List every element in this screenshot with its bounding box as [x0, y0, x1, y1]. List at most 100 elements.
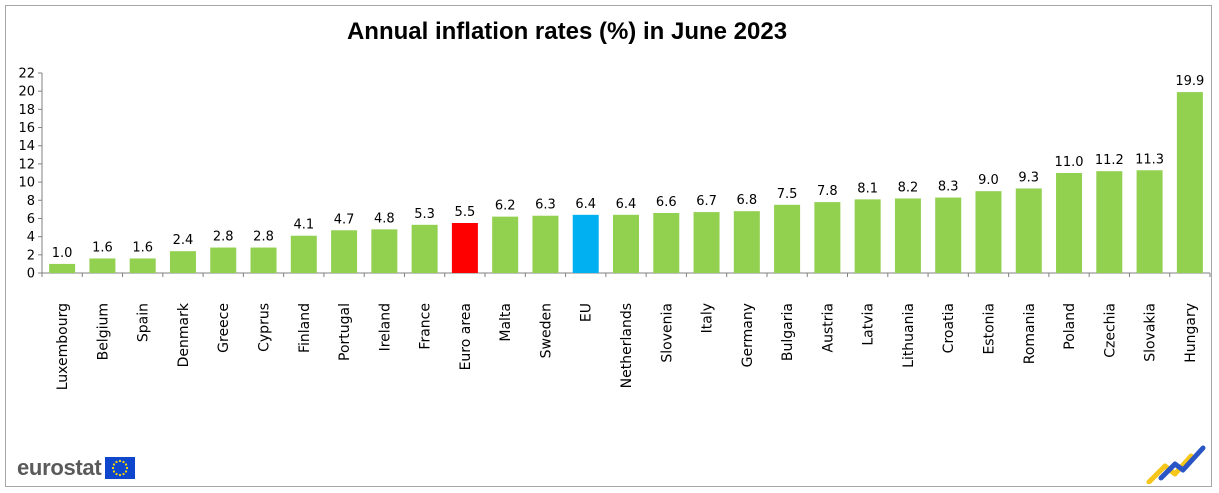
data-label: 11.3 — [1135, 152, 1164, 167]
flag-star — [122, 472, 126, 476]
eurostat-logo: eurostat — [17, 455, 136, 481]
flag-star — [113, 463, 116, 466]
x-tick-label: Lithuania — [901, 303, 917, 368]
x-tick-label: Bulgaria — [780, 303, 796, 361]
bar-hungary — [1176, 92, 1203, 273]
data-label: 9.3 — [1018, 170, 1039, 185]
x-tick-label: Poland — [1062, 303, 1078, 350]
data-label: 4.1 — [293, 218, 314, 233]
y-tick-label: 12 — [18, 157, 35, 172]
bar-luxembourg — [49, 263, 76, 273]
data-label: 8.3 — [938, 180, 959, 195]
x-tick-label: Luxembourg — [55, 303, 71, 390]
bar-romania — [1015, 188, 1042, 273]
bar-slovenia — [653, 213, 680, 273]
x-tick-label: Spain — [136, 303, 152, 342]
flag-star — [115, 472, 119, 476]
flag-star — [119, 473, 122, 477]
y-tick-label: 16 — [18, 121, 35, 136]
x-tick-label: EU — [579, 303, 595, 322]
x-tick-label: France — [418, 303, 434, 350]
bar-austria — [814, 202, 841, 273]
x-tick-label: Denmark — [176, 302, 192, 367]
data-label: 6.3 — [535, 198, 556, 213]
x-tick-label: Austria — [820, 303, 836, 352]
data-label: 1.0 — [52, 246, 73, 261]
eurostat-corner-mark-icon — [1146, 445, 1206, 484]
x-tick-label: Germany — [740, 303, 756, 367]
y-tick-label: 8 — [27, 194, 35, 209]
data-label: 4.8 — [374, 211, 395, 226]
bar-italy — [693, 212, 720, 273]
data-label: 1.6 — [132, 240, 153, 255]
x-tick-label: Slovenia — [659, 303, 675, 363]
flag-star — [113, 470, 116, 473]
data-label: 6.4 — [575, 197, 596, 212]
chart-data-labels: 1.0 1.6 1.6 2.4 2.8 2.8 4.1 4.7 4.8 5.3 5.5 6.2 6.3 6… — [52, 74, 1205, 261]
x-tick-label: Greece — [216, 303, 232, 353]
mark-blue-stroke — [1158, 445, 1206, 481]
x-tick-label: Belgium — [95, 303, 111, 360]
y-tick-label: 22 — [18, 67, 35, 82]
chart-title: Annual inflation rates (%) in June 2023 — [346, 18, 788, 45]
bar-ireland — [371, 229, 398, 273]
bar-euro-area — [451, 223, 478, 273]
bar-portugal — [331, 230, 358, 273]
flag-star — [125, 463, 128, 466]
x-tick-label: Hungary — [1183, 303, 1199, 363]
chart-frame — [5, 5, 1212, 487]
x-tick-label: Finland — [297, 303, 313, 353]
data-label: 7.5 — [777, 187, 798, 202]
flag-star — [119, 459, 122, 463]
y-tick-label: 20 — [18, 85, 35, 100]
x-tick-label: Malta — [498, 303, 514, 342]
x-tick-label: Romania — [1022, 303, 1038, 364]
data-label: 6.7 — [696, 194, 717, 209]
data-label: 4.7 — [334, 212, 355, 227]
x-tick-label: Portugal — [337, 303, 353, 361]
data-label: 5.3 — [414, 207, 435, 222]
bar-lithuania — [894, 198, 921, 273]
bar-france — [411, 224, 438, 273]
bar-czechia — [1096, 171, 1123, 273]
data-label: 6.6 — [656, 195, 677, 210]
data-label: 6.8 — [736, 193, 757, 208]
data-label: 11.2 — [1095, 153, 1124, 168]
bar-estonia — [975, 191, 1002, 273]
bar-cyprus — [250, 247, 277, 273]
x-tick-label: Sweden — [538, 303, 554, 358]
x-tick-label: Ireland — [377, 303, 393, 351]
data-label: 8.1 — [857, 181, 878, 196]
data-label: 6.2 — [495, 199, 516, 214]
bar-malta — [492, 216, 519, 273]
y-tick-label: 14 — [18, 139, 35, 154]
y-tick-label: 6 — [27, 212, 35, 227]
y-tick-label: 10 — [18, 176, 35, 191]
data-label: 7.8 — [817, 184, 838, 199]
data-label: 5.5 — [455, 205, 476, 220]
data-label: 2.4 — [173, 233, 194, 248]
x-tick-label: Italy — [700, 303, 716, 333]
bar-greece — [210, 247, 237, 273]
flag-star — [112, 466, 115, 470]
data-label: 11.0 — [1055, 155, 1084, 170]
x-tick-label: Croatia — [941, 303, 957, 353]
data-label: 1.6 — [92, 240, 113, 255]
data-label: 2.8 — [213, 230, 234, 245]
bar-croatia — [935, 197, 962, 273]
bar-sweden — [532, 215, 559, 273]
data-label: 6.4 — [616, 197, 637, 212]
chart-bars — [49, 92, 1203, 273]
bar-spain — [129, 258, 156, 273]
y-tick-label: 0 — [27, 267, 35, 282]
y-tick-label: 18 — [18, 103, 35, 118]
flag-star — [122, 460, 126, 464]
x-tick-label: Latvia — [861, 303, 877, 346]
flag-star — [126, 466, 129, 470]
bar-finland — [290, 235, 317, 273]
bar-poland — [1056, 173, 1083, 273]
bar-latvia — [854, 199, 881, 273]
bar-bulgaria — [774, 204, 801, 273]
bar-belgium — [89, 258, 116, 273]
